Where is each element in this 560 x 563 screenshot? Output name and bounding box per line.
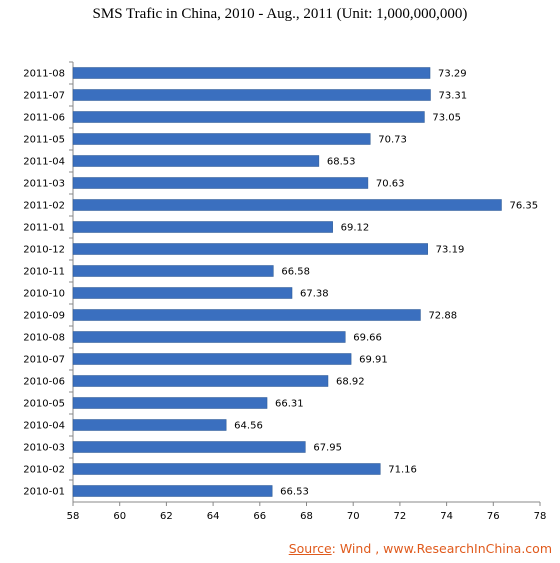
category-label: 2010-01	[23, 487, 65, 498]
category-label: 2011-04	[23, 157, 65, 168]
x-tick-label: 58	[67, 511, 80, 522]
value-label: 72.88	[428, 311, 457, 322]
bar	[72, 133, 371, 145]
x-tick-label: 70	[347, 511, 360, 522]
category-label: 2010-04	[23, 421, 65, 432]
bar	[72, 485, 273, 497]
bar	[72, 155, 320, 167]
value-label: 71.16	[388, 465, 417, 476]
source-label: Source	[288, 541, 332, 556]
value-label: 68.53	[327, 157, 356, 168]
value-label: 66.53	[280, 487, 309, 498]
category-label: 2011-07	[23, 91, 65, 102]
x-tick-label: 72	[394, 511, 407, 522]
value-label: 66.31	[275, 399, 304, 410]
value-label: 73.05	[432, 113, 461, 124]
value-label: 67.38	[300, 289, 329, 300]
x-tick-label: 62	[160, 511, 173, 522]
bar	[72, 375, 329, 387]
x-tick-label: 76	[487, 511, 500, 522]
bar	[72, 89, 431, 101]
bar	[72, 243, 428, 255]
bar	[72, 309, 421, 321]
bar	[72, 397, 268, 409]
bar	[72, 265, 274, 277]
category-label: 2010-08	[23, 333, 65, 344]
x-tick-label: 64	[207, 511, 220, 522]
value-label: 69.66	[353, 333, 382, 344]
category-label: 2010-09	[23, 311, 65, 322]
value-label: 73.29	[438, 69, 467, 80]
category-label: 2010-11	[23, 267, 65, 278]
x-tick-label: 66	[253, 511, 266, 522]
category-label: 2011-06	[23, 113, 65, 124]
bar	[72, 353, 352, 365]
value-label: 70.63	[376, 179, 405, 190]
chart-title: SMS Trafic in China, 2010 - Aug., 2011 (…	[92, 6, 468, 22]
category-label: 2011-08	[23, 69, 65, 80]
value-label: 73.19	[436, 245, 465, 256]
x-tick-label: 78	[534, 511, 547, 522]
category-label: 2010-07	[23, 355, 65, 366]
category-label: 2010-12	[23, 245, 65, 256]
category-label: 2011-05	[23, 135, 65, 146]
bar	[72, 67, 431, 79]
source-note: Source: Wind , www.ResearchInChina.com	[289, 541, 552, 556]
bar	[72, 199, 502, 211]
source-text: : Wind , www.ResearchInChina.com	[331, 541, 552, 556]
category-label: 2010-05	[23, 399, 65, 410]
x-tick-label: 60	[113, 511, 126, 522]
category-label: 2010-02	[23, 465, 65, 476]
value-label: 69.91	[359, 355, 388, 366]
bar	[72, 177, 369, 189]
category-label: 2010-06	[23, 377, 65, 388]
value-label: 68.92	[336, 377, 365, 388]
bar	[72, 463, 381, 475]
bar	[72, 287, 293, 299]
category-label: 2011-03	[23, 179, 65, 190]
value-label: 66.58	[281, 267, 310, 278]
bar	[72, 331, 346, 343]
value-label: 73.31	[438, 91, 467, 102]
value-label: 64.56	[234, 421, 263, 432]
x-tick-label: 68	[300, 511, 313, 522]
value-label: 76.35	[509, 201, 538, 212]
bar	[72, 221, 333, 233]
bar	[72, 419, 227, 431]
bar	[72, 441, 306, 453]
value-label: 67.95	[313, 443, 342, 454]
value-label: 69.12	[341, 223, 370, 234]
category-label: 2011-01	[23, 223, 65, 234]
category-label: 2011-02	[23, 201, 65, 212]
category-label: 2010-03	[23, 443, 65, 454]
bar-chart: 58 60 62 64 66 68 70 72 74 76 78 2011-08 73.29 2011-0…	[23, 61, 547, 522]
x-tick-label: 74	[440, 511, 453, 522]
value-label: 70.73	[378, 135, 407, 146]
category-label: 2010-10	[23, 289, 65, 300]
bar	[72, 111, 425, 123]
